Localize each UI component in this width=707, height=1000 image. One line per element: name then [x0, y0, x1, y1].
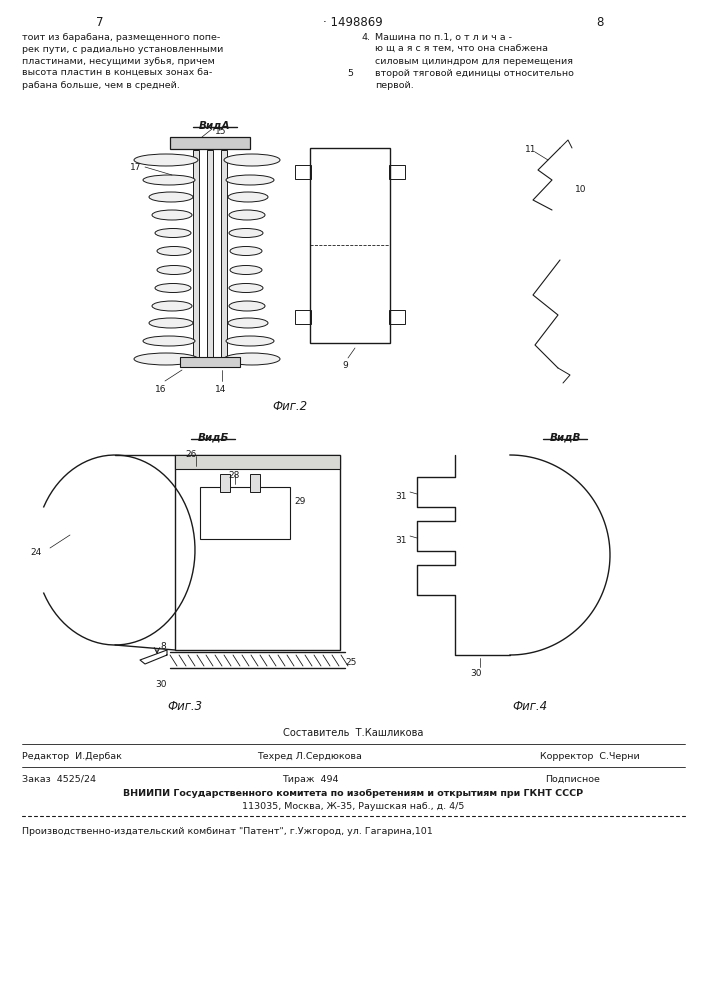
Text: 9: 9 [342, 361, 348, 370]
Ellipse shape [228, 192, 268, 202]
Text: 113035, Москва, Ж-35, Раушская наб., д. 4/5: 113035, Москва, Ж-35, Раушская наб., д. … [242, 802, 464, 811]
Text: 7: 7 [96, 16, 104, 29]
Bar [295, 165, 311, 179]
Text: Заказ  4525/24: Заказ 4525/24 [22, 775, 96, 784]
Ellipse shape [229, 210, 265, 220]
Text: высота пластин в концевых зонах ба-: высота пластин в концевых зонах ба- [22, 69, 212, 78]
Text: 28: 28 [228, 471, 240, 480]
Text: 14: 14 [215, 385, 226, 394]
Text: 30: 30 [470, 669, 481, 678]
Ellipse shape [134, 353, 198, 365]
Text: 26: 26 [185, 450, 197, 459]
Text: ВидВ: ВидВ [549, 432, 580, 442]
Ellipse shape [149, 192, 193, 202]
Bar [170, 137, 250, 149]
Bar [250, 474, 260, 492]
Text: 30: 30 [155, 680, 167, 689]
Bar [180, 357, 240, 367]
Ellipse shape [157, 246, 191, 255]
Ellipse shape [152, 301, 192, 311]
Text: тоит из барабана, размещенного попе-: тоит из барабана, размещенного попе- [22, 33, 221, 42]
Text: 10: 10 [575, 185, 587, 194]
Ellipse shape [224, 154, 280, 166]
Ellipse shape [226, 175, 274, 185]
Bar [200, 487, 290, 539]
Text: 31: 31 [395, 536, 407, 545]
Ellipse shape [134, 154, 198, 166]
Text: 17: 17 [130, 163, 141, 172]
Text: пластинами, несущими зубья, причем: пластинами, несущими зубья, причем [22, 57, 215, 66]
Text: 4.: 4. [362, 33, 371, 42]
Text: Фиг.4: Фиг.4 [513, 700, 547, 713]
Bar [389, 165, 405, 179]
Text: 25: 25 [345, 658, 356, 667]
Bar [193, 150, 199, 360]
Text: Фиг.2: Фиг.2 [272, 400, 308, 413]
Ellipse shape [226, 336, 274, 346]
Bar [207, 150, 213, 360]
Text: Техред Л.Сердюкова: Техред Л.Сердюкова [257, 752, 363, 761]
Text: 8: 8 [160, 642, 165, 651]
Ellipse shape [224, 353, 280, 365]
Text: Редактор  И.Дербак: Редактор И.Дербак [22, 752, 122, 761]
Text: первой.: первой. [375, 81, 414, 90]
Text: ВНИИПИ Государственного комитета по изобретениям и открытиям при ГКНТ СССР: ВНИИПИ Государственного комитета по изоб… [123, 789, 583, 798]
Text: Производственно-издательский комбинат "Патент", г.Ужгород, ул. Гагарина,101: Производственно-издательский комбинат "П… [22, 827, 433, 836]
Text: ю щ а я с я тем, что она снабжена: ю щ а я с я тем, что она снабжена [375, 45, 548, 54]
Ellipse shape [229, 284, 263, 292]
Bar [295, 310, 311, 324]
Text: Фиг.3: Фиг.3 [168, 700, 203, 713]
Bar [220, 474, 230, 492]
Bar [389, 310, 405, 324]
Text: Подписное: Подписное [545, 775, 600, 784]
Text: рабана больше, чем в средней.: рабана больше, чем в средней. [22, 81, 180, 90]
Text: рек пути, с радиально установленными: рек пути, с радиально установленными [22, 45, 223, 54]
Text: Машина по п.1, о т л и ч а -: Машина по п.1, о т л и ч а - [375, 33, 512, 42]
Text: силовым цилиндром для перемещения: силовым цилиндром для перемещения [375, 57, 573, 66]
Ellipse shape [155, 284, 191, 292]
Ellipse shape [152, 210, 192, 220]
Ellipse shape [157, 265, 191, 274]
Text: 5: 5 [347, 69, 353, 78]
Ellipse shape [143, 175, 195, 185]
Text: Составитель  Т.Кашликова: Составитель Т.Кашликова [283, 728, 423, 738]
Bar [310, 148, 390, 343]
Text: 16: 16 [155, 385, 167, 394]
Text: · 1498869: · 1498869 [323, 16, 383, 29]
Text: ВидБ: ВидБ [197, 432, 228, 442]
Text: 8: 8 [596, 16, 604, 29]
Ellipse shape [230, 265, 262, 274]
Ellipse shape [229, 229, 263, 237]
Bar [221, 150, 227, 360]
Ellipse shape [230, 246, 262, 255]
Text: Корректор  С.Черни: Корректор С.Черни [540, 752, 640, 761]
Bar [175, 455, 340, 650]
Text: 29: 29 [294, 497, 305, 506]
Text: второй тяговой единицы относительно: второй тяговой единицы относительно [375, 69, 574, 78]
Ellipse shape [229, 301, 265, 311]
Bar [175, 455, 340, 469]
Ellipse shape [149, 318, 193, 328]
Text: 15: 15 [215, 127, 226, 136]
Ellipse shape [228, 318, 268, 328]
Text: 31: 31 [395, 492, 407, 501]
Text: ВидА: ВидА [199, 120, 230, 130]
Text: 11: 11 [525, 145, 537, 154]
Text: 24: 24 [30, 548, 41, 557]
Ellipse shape [143, 336, 195, 346]
Ellipse shape [155, 229, 191, 237]
Text: Тираж  494: Тираж 494 [282, 775, 338, 784]
